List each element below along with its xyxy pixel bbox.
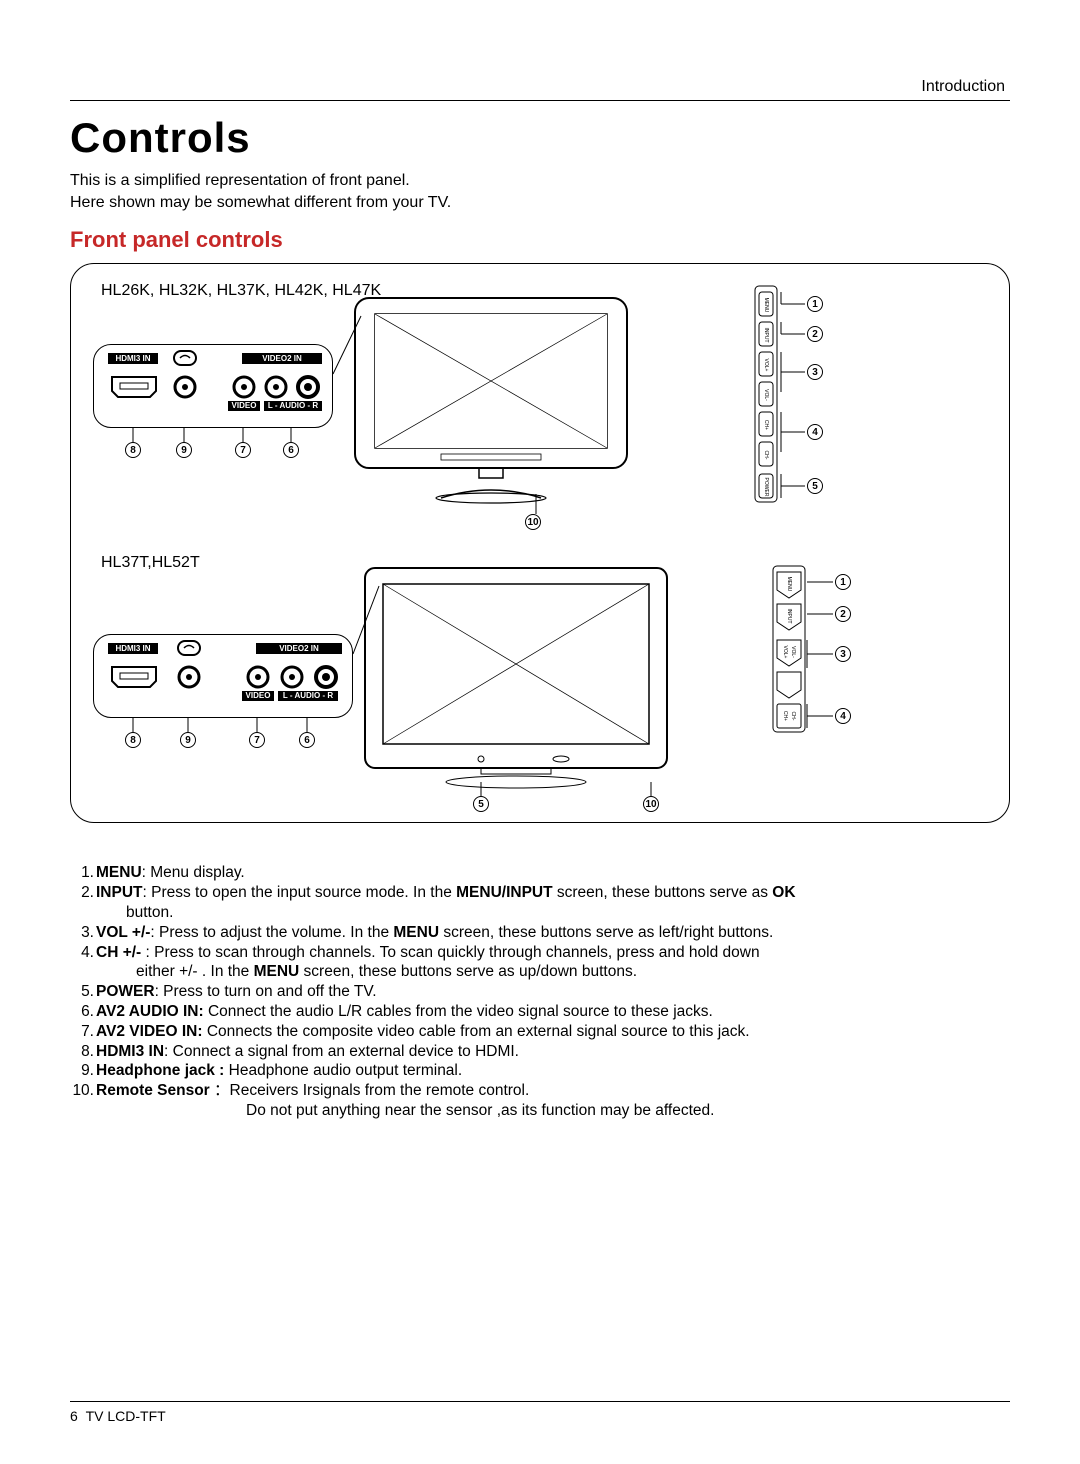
intro-text: This is a simplified representation of f… (70, 170, 1010, 213)
callout-10-b: 10 (643, 796, 659, 812)
diagram-panel: HL26K, HL32K, HL37K, HL42K, HL47K (70, 263, 1010, 823)
intro-line-2: Here shown may be somewhat different fro… (70, 194, 451, 211)
doc-name: TV LCD-TFT (86, 1408, 166, 1424)
svg-text:POWER: POWER (763, 478, 769, 497)
svg-text:INPUT: INPUT (763, 328, 769, 343)
svg-text:L - AUDIO - R: L - AUDIO - R (268, 401, 318, 410)
callout-5-b: 5 (473, 796, 489, 812)
side-buttons-t: MENU INPUT VOL+ VOL- CH+ CH- (771, 564, 807, 734)
callout-7-b: 7 (249, 732, 265, 748)
svg-text:VIDEO2 IN: VIDEO2 IN (262, 354, 302, 363)
svg-text:VOL+: VOL+ (763, 359, 769, 372)
model-group-1: HL26K, HL32K, HL37K, HL42K, HL47K (101, 282, 381, 300)
callout-7-a: 7 (235, 442, 251, 458)
callout-9-a: 9 (176, 442, 192, 458)
port-box-1: HDMI3 IN VIDEO2 IN (93, 344, 333, 428)
svg-text:VIDEO: VIDEO (232, 401, 257, 410)
svg-text:VOL+: VOL+ (782, 646, 788, 659)
callout-10-a: 10 (525, 514, 541, 530)
top-rule (70, 100, 1010, 101)
svg-text:CH-: CH- (790, 712, 796, 721)
svg-text:CH+: CH+ (763, 420, 769, 430)
footer-rule (70, 1401, 1010, 1402)
page-title: Controls (70, 114, 1010, 162)
svg-text:VIDEO2 IN: VIDEO2 IN (279, 644, 319, 653)
svg-text:INPUT: INPUT (786, 609, 792, 624)
callout-9-b: 9 (180, 732, 196, 748)
svg-text:HDMI3 IN: HDMI3 IN (115, 354, 150, 363)
svg-text:CH-: CH- (763, 451, 769, 460)
connector-1 (331, 314, 371, 394)
callouts-k-right (779, 284, 829, 504)
model-group-2: HL37T,HL52T (101, 554, 200, 572)
section-label: Introduction (921, 78, 1005, 96)
tv-illustration-2 (361, 564, 671, 794)
callout-6-a: 6 (283, 442, 299, 458)
svg-text:CH+: CH+ (782, 711, 788, 721)
svg-text:MENU: MENU (786, 577, 792, 592)
callout-6-b: 6 (299, 732, 315, 748)
subtitle: Front panel controls (70, 227, 1010, 253)
svg-text:HDMI3 IN: HDMI3 IN (115, 644, 150, 653)
svg-text:VOL-: VOL- (790, 646, 796, 658)
tv-illustration-1 (351, 294, 631, 504)
connector-2 (349, 584, 389, 674)
page-number: 6 (70, 1408, 78, 1424)
intro-line-1: This is a simplified representation of f… (70, 172, 410, 189)
port-box-2: HDMI3 IN VIDEO2 IN VIDEO L - AUDIO - R (93, 634, 353, 718)
callout-8-b: 8 (125, 732, 141, 748)
svg-text:L - AUDIO - R: L - AUDIO - R (283, 691, 333, 700)
footer: 6 TV LCD-TFT (70, 1408, 166, 1424)
callout-10-line-a (531, 494, 541, 514)
side-buttons-k: MENU INPUT VOL+ VOL- CH+ CH- POWER (751, 284, 781, 504)
svg-text:MENU: MENU (763, 298, 769, 313)
callout-8-a: 8 (125, 442, 141, 458)
descriptions: 1.MENU: Menu display. 2.INPUT: Press to … (70, 863, 1010, 1121)
svg-text:VIDEO: VIDEO (246, 691, 271, 700)
svg-text:VOL-: VOL- (763, 389, 769, 401)
